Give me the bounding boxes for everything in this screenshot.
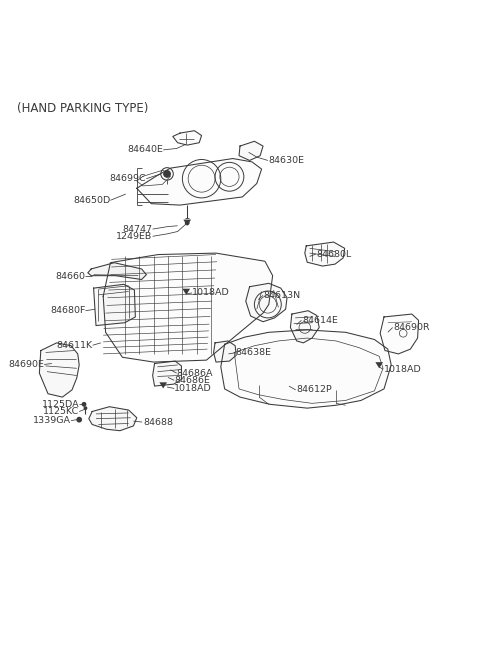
Polygon shape [39,343,79,397]
Polygon shape [221,330,391,408]
Polygon shape [153,361,181,386]
Text: 84690R: 84690R [394,323,430,332]
Text: 1018AD: 1018AD [384,365,422,374]
Polygon shape [88,263,146,280]
Polygon shape [239,141,263,160]
Polygon shape [246,284,287,322]
Text: 1125DA: 1125DA [42,400,79,409]
Text: 84613N: 84613N [263,291,300,300]
Text: 1339GA: 1339GA [33,416,71,425]
Text: 84686E: 84686E [174,376,210,384]
Text: 84747: 84747 [123,225,153,234]
Text: 84612P: 84612P [297,385,332,394]
Text: 84680L: 84680L [317,250,352,259]
Text: 84688: 84688 [143,417,173,426]
Text: 1125KC: 1125KC [43,407,79,416]
Text: 84690E: 84690E [8,360,44,369]
Polygon shape [89,407,137,431]
Text: 84611K: 84611K [57,341,93,350]
Text: 1249EB: 1249EB [116,232,153,241]
Circle shape [82,402,86,407]
Text: 84630E: 84630E [269,156,305,165]
Text: 84680F: 84680F [50,306,85,315]
Polygon shape [173,131,202,145]
Text: 84650D: 84650D [73,196,110,205]
Polygon shape [375,362,383,368]
Polygon shape [103,253,273,362]
Polygon shape [159,383,167,388]
Text: 1018AD: 1018AD [192,288,230,297]
Circle shape [164,170,170,178]
Polygon shape [182,289,190,295]
Circle shape [76,417,82,422]
Polygon shape [183,219,191,226]
Circle shape [84,406,87,410]
Text: 84640E: 84640E [127,145,163,155]
Polygon shape [305,242,345,266]
Text: 84638E: 84638E [235,348,271,358]
Text: 84699C: 84699C [110,174,146,183]
Polygon shape [137,159,262,205]
Polygon shape [380,314,419,354]
Polygon shape [214,341,236,362]
Text: 84686A: 84686A [177,369,213,377]
Text: 84660: 84660 [55,272,85,280]
Text: 84614E: 84614E [302,316,338,325]
Polygon shape [290,310,319,343]
Text: 1018AD: 1018AD [174,384,212,393]
Polygon shape [94,284,135,326]
Text: (HAND PARKING TYPE): (HAND PARKING TYPE) [17,102,148,115]
Circle shape [185,221,190,225]
